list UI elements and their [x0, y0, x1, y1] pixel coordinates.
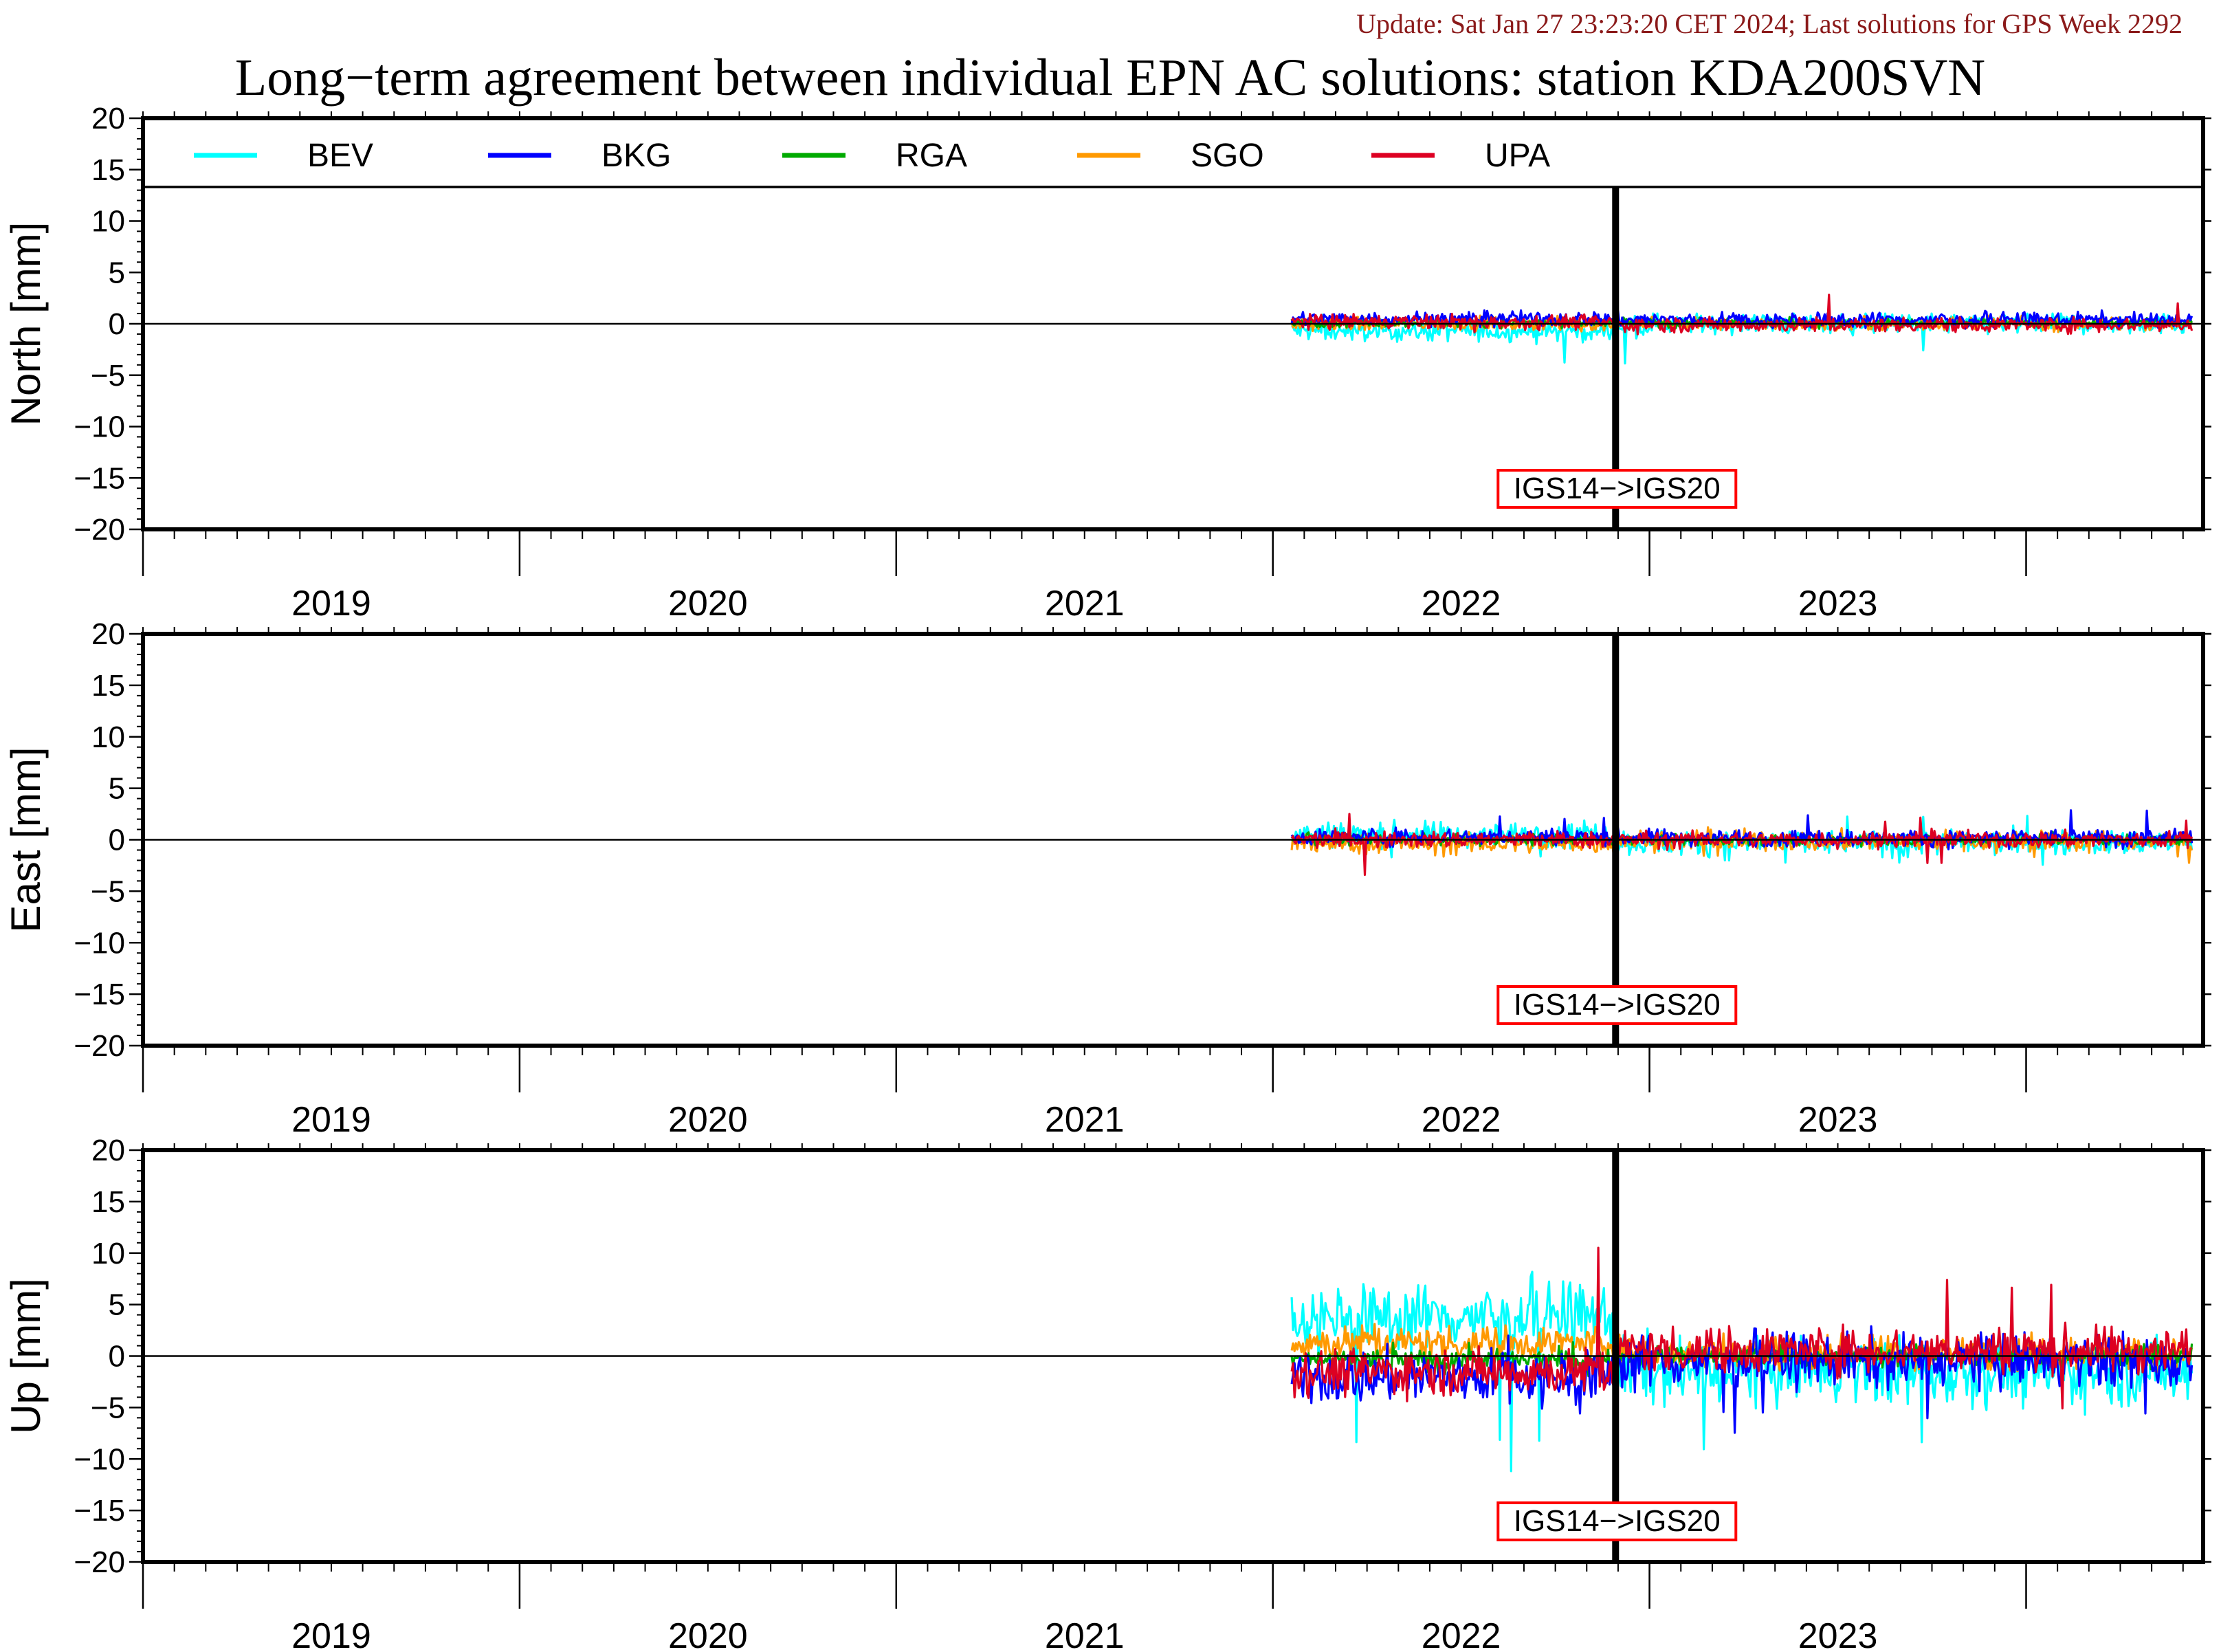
series-line-upa	[1290, 813, 2194, 877]
x-tick-label: 2019	[291, 1100, 371, 1140]
y-tick-label: −20	[74, 1545, 125, 1579]
y-tick-label: 5	[109, 1288, 125, 1322]
reference-frame-label: IGS14−>IGS20	[1514, 472, 1721, 505]
x-tick-label: 2022	[1422, 584, 1501, 624]
reference-frame-label-box	[1496, 469, 1738, 509]
legend-label-upa: UPA	[1485, 137, 1550, 174]
panel-1: IGS14−>IGS20 20 15 10 5 0 −5 −10 −15 −20 North [mm…	[3, 102, 2211, 624]
y-tick-label: −15	[74, 461, 125, 495]
x-tick-label: 2019	[291, 1616, 371, 1649]
y-tick-label: −15	[74, 978, 125, 1011]
y-tick-label: 20	[91, 1134, 125, 1167]
y-tick-label: −20	[74, 1029, 125, 1063]
legend-label-bev: BEV	[307, 137, 373, 174]
legend-label-rga: RGA	[896, 137, 967, 174]
x-tick-label: 2022	[1422, 1616, 1501, 1649]
series-group	[1290, 1246, 2194, 1473]
panel-3: IGS14−>IGS20 20 15 10 5 0 −5 −10 −15 −20 Up [mm] 20…	[3, 1134, 2211, 1652]
x-tick-label: 2020	[668, 584, 748, 624]
x-tick-label: 2019	[291, 584, 371, 624]
series-group	[1290, 294, 2194, 365]
y-tick-label: −5	[91, 359, 125, 393]
y-tick-label: 15	[91, 153, 125, 187]
y-tick-label: 0	[109, 1340, 125, 1374]
x-tick-label: 2021	[1045, 1100, 1125, 1140]
y-tick-label: 10	[91, 720, 125, 754]
y-tick-label: −20	[74, 513, 125, 547]
y-tick-label: 10	[91, 1237, 125, 1270]
y-axis-label: North [mm]	[3, 222, 49, 426]
y-tick-label: −10	[74, 410, 125, 444]
series-line-upa	[1290, 1246, 2192, 1410]
y-tick-label: −10	[74, 926, 125, 960]
y-tick-label: −10	[74, 1442, 125, 1476]
reference-frame-label: IGS14−>IGS20	[1514, 988, 1721, 1022]
x-tick-label: 2020	[668, 1616, 748, 1649]
y-axis-label: Up [mm]	[3, 1278, 49, 1434]
y-axis-label: East [mm]	[3, 747, 49, 932]
x-tick-label: 2020	[668, 1100, 748, 1140]
y-tick-label: 15	[91, 669, 125, 703]
chart-title: Long−term agreement between individual E…	[235, 49, 1985, 107]
x-tick-label: 2021	[1045, 584, 1125, 624]
y-tick-label: 5	[109, 256, 125, 289]
y-tick-label: −5	[91, 874, 125, 908]
y-tick-label: 0	[109, 824, 125, 857]
x-tick-label: 2023	[1798, 584, 1878, 624]
y-tick-label: −5	[91, 1391, 125, 1424]
x-tick-label: 2023	[1798, 1100, 1878, 1140]
legend-label-sgo: SGO	[1191, 137, 1264, 174]
series-group	[1290, 809, 2194, 877]
x-tick-label: 2023	[1798, 1616, 1878, 1649]
reference-frame-label-box	[1496, 1501, 1738, 1541]
panel-2: IGS14−>IGS20 20 15 10 5 0 −5 −10 −15 −20 East [mm]…	[3, 617, 2211, 1140]
series-line-bkg	[1290, 309, 2194, 330]
series-line-upa	[1290, 294, 2194, 335]
reference-frame-label: IGS14−>IGS20	[1514, 1504, 1721, 1538]
reference-frame-label-box	[1496, 985, 1738, 1025]
y-tick-label: 20	[91, 102, 125, 135]
y-tick-label: 15	[91, 1185, 125, 1219]
x-tick-label: 2022	[1422, 1100, 1501, 1140]
y-tick-label: 0	[109, 307, 125, 341]
update-timestamp: Update: Sat Jan 27 23:23:20 CET 2024; La…	[1356, 8, 2183, 39]
y-tick-label: −15	[74, 1494, 125, 1528]
y-tick-label: 10	[91, 205, 125, 239]
y-tick-label: 5	[109, 772, 125, 806]
x-tick-label: 2021	[1045, 1616, 1125, 1649]
legend-label-bkg: BKG	[601, 137, 671, 174]
y-tick-label: 20	[91, 617, 125, 651]
